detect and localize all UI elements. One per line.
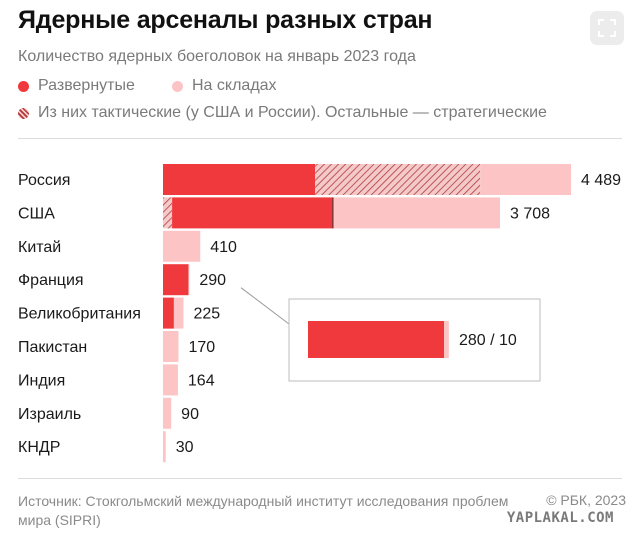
divider-bottom xyxy=(18,478,622,479)
bar-stored xyxy=(332,197,501,229)
legend-label-stored: На складах xyxy=(192,77,277,94)
category-label: Россия xyxy=(18,172,70,189)
total-label: 410 xyxy=(210,239,237,256)
chart-title: Ядерные арсеналы разных стран xyxy=(18,6,433,34)
watermark: YAPLAKAL.COM xyxy=(506,510,614,526)
expand-icon xyxy=(598,19,616,37)
inset-label: 280 / 10 xyxy=(459,332,517,349)
legend-label-tactical: Из них тактические (у США и России). Ост… xyxy=(38,104,547,121)
bar-deployed xyxy=(163,297,174,329)
bar-stored xyxy=(163,431,166,463)
copyright: © РБК, 2023 xyxy=(546,492,626,508)
bar-stored xyxy=(480,164,571,195)
bar-deployed xyxy=(163,164,316,195)
total-label: 30 xyxy=(176,439,194,456)
bar-stored xyxy=(163,331,179,362)
category-label: КНДР xyxy=(18,439,60,456)
bar-stored xyxy=(163,364,178,396)
category-label: Великобритания xyxy=(18,306,141,323)
legend-item-deployed: Развернутые xyxy=(18,77,135,95)
category-label: Китай xyxy=(18,239,61,256)
chart-subtitle: Количество ядерных боеголовок на январь … xyxy=(18,48,416,65)
bar-tactical xyxy=(163,197,173,229)
inset-bar-deployed xyxy=(308,321,444,358)
category-label: Пакистан xyxy=(18,339,87,356)
total-label: 170 xyxy=(188,339,215,356)
bar-deployed xyxy=(163,264,189,296)
expand-button[interactable] xyxy=(590,11,624,45)
legend-swatch-tactical xyxy=(18,107,29,119)
legend-item-stored: На складах xyxy=(172,77,277,95)
total-label: 90 xyxy=(181,406,199,423)
bar-stored xyxy=(188,264,190,296)
category-label: Израиль xyxy=(18,406,81,423)
bar-stored xyxy=(163,230,201,262)
bar-stored xyxy=(163,397,172,429)
legend-label-deployed: Развернутые xyxy=(38,77,135,94)
bar-chart: Россия 4 489 США 3 708 Китай 410 Франция 290 Вел… xyxy=(18,164,621,463)
total-label: 290 xyxy=(199,272,226,289)
total-label: 3 708 xyxy=(510,205,550,222)
inset-bar-stored xyxy=(444,321,449,358)
legend-swatch-stored xyxy=(172,80,183,92)
category-label: США xyxy=(18,205,55,222)
divider-top xyxy=(18,138,622,139)
legend-item-tactical: Из них тактические (у США и России). Ост… xyxy=(18,104,547,122)
total-label: 4 489 xyxy=(581,172,621,189)
total-label: 164 xyxy=(188,372,215,389)
bar-deployed xyxy=(172,197,333,229)
bar-stored xyxy=(173,297,184,329)
total-label: 225 xyxy=(193,306,220,323)
source-note: Источник: Стокгольмский международный ин… xyxy=(18,493,509,528)
inset-connector xyxy=(240,287,290,325)
category-label: Франция xyxy=(18,272,84,289)
legend-swatch-deployed xyxy=(18,80,29,92)
category-label: Индия xyxy=(18,372,65,389)
bar-tactical xyxy=(315,164,481,195)
